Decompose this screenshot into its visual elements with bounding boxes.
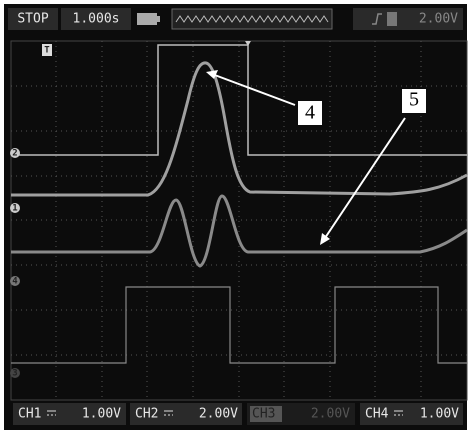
ch-name: CH3 bbox=[252, 407, 275, 422]
battery-tip bbox=[157, 16, 160, 22]
trace-ch4 bbox=[11, 286, 467, 364]
ch-box bbox=[360, 403, 463, 425]
arrow bbox=[324, 117, 406, 239]
ch-highlight bbox=[250, 406, 282, 422]
trigger-pos bbox=[245, 41, 251, 46]
ch-scale: 2.00V bbox=[199, 407, 238, 422]
bottom-bar: CH1 1.00V CH2 2.00V CH3 2.00V CH4 1.00V bbox=[13, 403, 463, 425]
annotation-bg bbox=[402, 89, 426, 113]
status-box bbox=[8, 8, 58, 30]
ch-scale: 1.00V bbox=[420, 407, 459, 422]
memory-wave bbox=[175, 15, 329, 23]
channel-marker: 2 bbox=[12, 149, 17, 159]
grid bbox=[11, 41, 467, 400]
arrowhead bbox=[320, 233, 330, 245]
marker-bg bbox=[10, 368, 20, 378]
memory-view bbox=[171, 8, 333, 30]
coupling-icon bbox=[47, 410, 56, 416]
arrow bbox=[211, 73, 296, 106]
marker-bg bbox=[10, 148, 20, 158]
ch-box bbox=[130, 403, 242, 425]
annotation: 5 bbox=[409, 89, 419, 111]
trigger-source-icon bbox=[387, 12, 397, 26]
trigger-marker: T bbox=[44, 46, 50, 56]
trace-ch1 bbox=[11, 194, 468, 268]
trigger-level: 2.00V bbox=[419, 12, 458, 27]
trace-ch2 bbox=[11, 61, 468, 197]
trigger-marker-bg bbox=[42, 44, 52, 56]
status: STOP bbox=[17, 12, 48, 27]
channel-marker: 4 bbox=[12, 277, 18, 287]
coupling-icon bbox=[394, 410, 403, 416]
screen-bg bbox=[4, 4, 467, 430]
top-bar: STOP 1.000s 2.00V bbox=[8, 8, 463, 30]
ch-scale: 2.00V bbox=[311, 407, 350, 422]
ch-name: CH4 bbox=[365, 407, 389, 422]
timebase-box bbox=[61, 8, 131, 30]
annotation: 4 bbox=[305, 102, 315, 124]
annotation-bg bbox=[298, 101, 322, 125]
channel-marker: 1 bbox=[12, 204, 17, 214]
timebase: 1.000s bbox=[73, 12, 120, 27]
coupling-icon bbox=[164, 410, 173, 416]
trace-pulse bbox=[11, 44, 467, 156]
trigger-edge-icon bbox=[372, 13, 382, 25]
ch-scale: 1.00V bbox=[82, 407, 121, 422]
marker-bg bbox=[10, 203, 20, 213]
ch-box bbox=[13, 403, 126, 425]
marker-bg bbox=[10, 276, 20, 286]
battery-icon bbox=[137, 13, 157, 25]
ch-name: CH2 bbox=[135, 407, 158, 422]
arrowhead bbox=[206, 70, 218, 79]
channel-marker: 3 bbox=[12, 369, 17, 379]
ch-name: CH1 bbox=[18, 407, 41, 422]
